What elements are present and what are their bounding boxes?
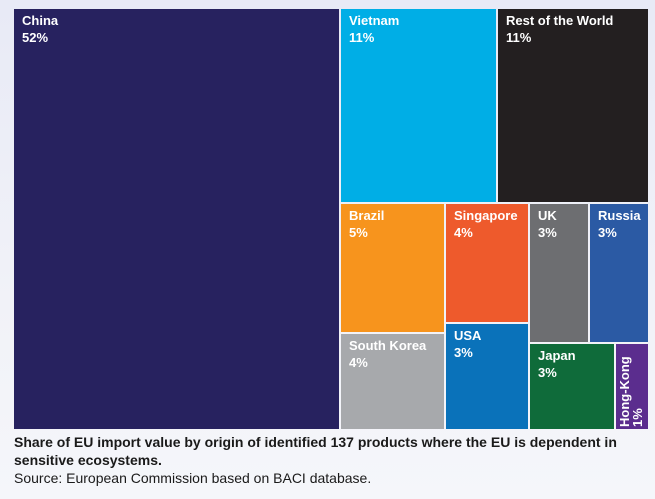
tile-japan: Japan 3% bbox=[530, 344, 614, 429]
tile-russia: Russia 3% bbox=[590, 204, 648, 342]
tile-value-china: 52% bbox=[22, 30, 48, 45]
tile-label-usa: USA bbox=[454, 328, 482, 343]
tile-value-usa: 3% bbox=[454, 345, 473, 360]
tile-rect-brazil bbox=[341, 204, 444, 332]
tile-label-brazil: Brazil bbox=[349, 208, 384, 223]
tile-label-singapore: Singapore bbox=[454, 208, 518, 223]
chart-source: Source: European Commission based on BAC… bbox=[14, 470, 372, 486]
tile-label-china: China bbox=[22, 13, 59, 28]
tile-value-russia: 3% bbox=[598, 225, 617, 240]
tile-value-vietnam: 11% bbox=[349, 30, 375, 45]
tile-singapore: Singapore 4% bbox=[446, 204, 528, 322]
tile-brazil: Brazil 5% bbox=[341, 204, 444, 332]
tile-south-korea: South Korea 4% bbox=[341, 334, 444, 429]
tile-rect-usa bbox=[446, 324, 528, 429]
tile-label-russia: Russia bbox=[598, 208, 641, 223]
chart-caption: Share of EU import value by origin of id… bbox=[14, 433, 644, 487]
tile-rect-hong-kong bbox=[616, 344, 648, 429]
tile-usa: USA 3% bbox=[446, 324, 528, 429]
tile-value-hong-kong: 1% bbox=[630, 408, 645, 427]
tile-value-singapore: 4% bbox=[454, 225, 473, 240]
tile-rect-china bbox=[14, 9, 339, 429]
tile-rect-uk bbox=[530, 204, 588, 342]
tile-label-japan: Japan bbox=[538, 348, 576, 363]
tile-uk: UK 3% bbox=[530, 204, 588, 342]
tile-label-uk: UK bbox=[538, 208, 557, 223]
chart-title: Share of EU import value by origin of id… bbox=[14, 434, 617, 468]
tile-rect-singapore bbox=[446, 204, 528, 322]
tile-rect-japan bbox=[530, 344, 614, 429]
tile-rect-vietnam bbox=[341, 9, 496, 202]
tile-value-uk: 3% bbox=[538, 225, 557, 240]
tile-label-rest-of-the-world: Rest of the World bbox=[506, 13, 613, 28]
tile-label-hong-kong: Hong-Kong bbox=[617, 356, 632, 427]
tile-value-brazil: 5% bbox=[349, 225, 368, 240]
tile-rect-rest-of-the-world bbox=[498, 9, 648, 202]
tile-label-south-korea: South Korea bbox=[349, 338, 427, 353]
tile-value-rest-of-the-world: 11% bbox=[506, 30, 532, 45]
tile-label-vietnam: Vietnam bbox=[349, 13, 399, 28]
tile-rest-of-the-world: Rest of the World 11% bbox=[498, 9, 648, 202]
tile-china: China 52% bbox=[14, 9, 339, 429]
tile-value-japan: 3% bbox=[538, 365, 557, 380]
tile-rect-russia bbox=[590, 204, 648, 342]
tile-value-south-korea: 4% bbox=[349, 355, 368, 370]
tile-vietnam: Vietnam 11% bbox=[341, 9, 496, 202]
tile-rect-south-korea bbox=[341, 334, 444, 429]
